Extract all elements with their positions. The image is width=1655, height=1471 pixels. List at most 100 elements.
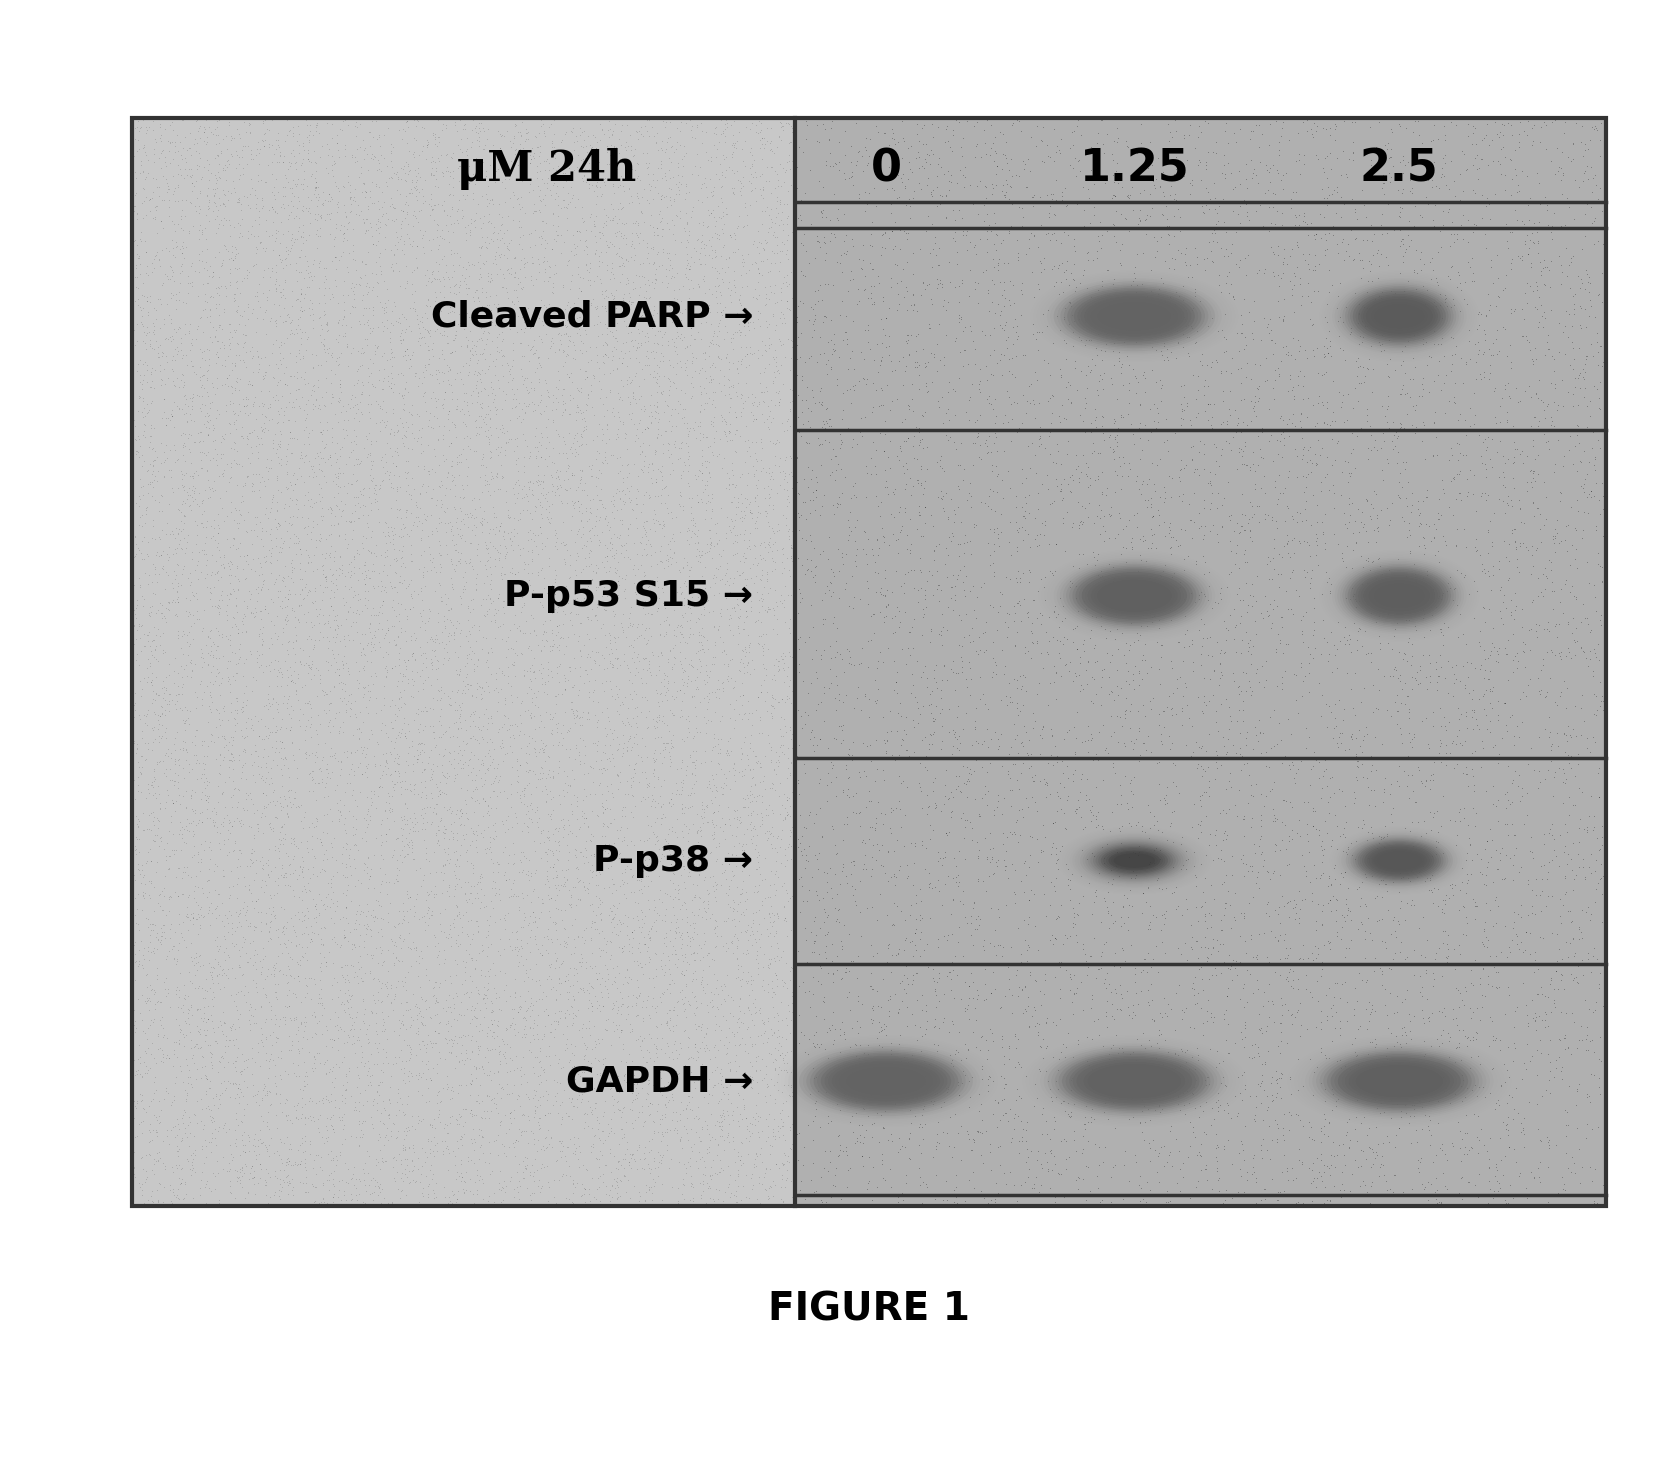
Point <box>1081 407 1107 431</box>
Point <box>738 978 765 1002</box>
Point <box>144 1189 170 1212</box>
Point <box>938 575 965 599</box>
Point <box>877 430 904 453</box>
Point <box>122 256 149 279</box>
Point <box>700 410 727 434</box>
Point <box>147 797 174 821</box>
Point <box>351 585 377 609</box>
Point <box>957 668 983 691</box>
Point <box>394 200 420 224</box>
Point <box>202 1028 228 1052</box>
Point <box>392 721 419 744</box>
Point <box>629 202 655 225</box>
Point <box>293 741 319 765</box>
Point <box>351 1168 377 1192</box>
Point <box>389 397 415 421</box>
Point <box>179 171 205 194</box>
Point <box>230 162 257 185</box>
Point <box>170 505 197 528</box>
Point <box>723 806 750 830</box>
Point <box>131 749 157 772</box>
Point <box>1246 1139 1273 1162</box>
Point <box>1288 1152 1314 1175</box>
Point <box>751 1019 778 1043</box>
Point <box>930 846 957 869</box>
Point <box>631 510 657 534</box>
Point <box>549 727 576 750</box>
Point <box>357 393 384 416</box>
Point <box>131 319 157 343</box>
Point <box>1011 402 1038 425</box>
Point <box>684 819 710 843</box>
Point <box>576 1016 602 1040</box>
Point <box>419 197 445 221</box>
Point <box>223 794 250 818</box>
Point <box>161 577 187 600</box>
Point <box>367 396 394 419</box>
Point <box>968 1058 995 1081</box>
Point <box>455 154 482 178</box>
Point <box>159 259 185 282</box>
Point <box>501 112 528 135</box>
Point <box>1044 138 1071 162</box>
Point <box>170 125 197 149</box>
Point <box>290 299 316 322</box>
Ellipse shape <box>1374 850 1423 871</box>
Point <box>700 812 727 836</box>
Point <box>687 422 713 446</box>
Point <box>528 640 554 663</box>
Point <box>1137 1034 1163 1058</box>
Point <box>717 284 743 307</box>
Point <box>1211 688 1238 712</box>
Point <box>832 872 859 896</box>
Point <box>574 761 601 784</box>
Point <box>409 184 435 207</box>
Point <box>1564 830 1590 853</box>
Point <box>995 966 1021 990</box>
Point <box>715 419 741 443</box>
Point <box>521 618 548 641</box>
Point <box>1200 658 1226 681</box>
Point <box>147 990 174 1014</box>
Point <box>1514 1090 1541 1114</box>
Point <box>501 1131 528 1155</box>
Point <box>535 663 561 687</box>
Point <box>243 284 270 307</box>
Point <box>506 318 533 341</box>
Point <box>1273 533 1299 556</box>
Point <box>1160 753 1187 777</box>
Point <box>222 966 248 990</box>
Point <box>242 184 268 207</box>
Point <box>685 399 712 422</box>
Point <box>319 165 346 188</box>
Point <box>321 603 348 627</box>
Point <box>879 1086 905 1109</box>
Point <box>837 340 864 363</box>
Point <box>551 1006 578 1030</box>
Point <box>667 463 693 487</box>
Point <box>480 999 506 1022</box>
Point <box>372 202 399 225</box>
Point <box>566 887 592 911</box>
Point <box>276 583 303 606</box>
Point <box>561 444 588 468</box>
Point <box>672 877 698 900</box>
Point <box>935 787 962 811</box>
Point <box>1423 1027 1450 1050</box>
Point <box>1344 355 1370 378</box>
Point <box>261 128 288 152</box>
Point <box>439 819 465 843</box>
Point <box>1569 518 1595 541</box>
Point <box>584 175 611 199</box>
Point <box>1001 881 1028 905</box>
Point <box>649 981 675 1005</box>
Point <box>1049 762 1076 786</box>
Point <box>255 930 281 953</box>
Point <box>1081 440 1107 463</box>
Point <box>746 118 773 141</box>
Point <box>1192 909 1218 933</box>
Point <box>1124 621 1150 644</box>
Point <box>265 219 291 243</box>
Point <box>1185 1140 1211 1164</box>
Point <box>1481 959 1508 983</box>
